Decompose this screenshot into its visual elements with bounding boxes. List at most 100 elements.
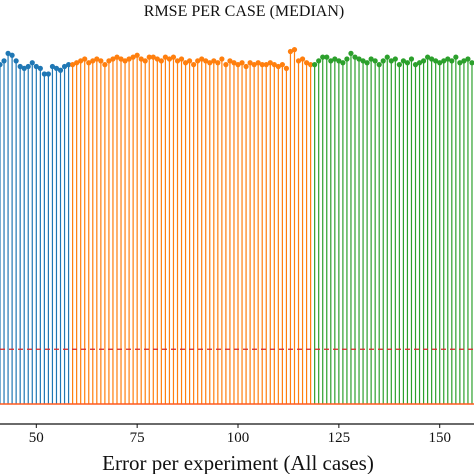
stem-marker: [348, 50, 354, 56]
stem-marker: [372, 58, 378, 64]
stem-marker: [94, 56, 100, 62]
stem-marker: [182, 60, 189, 66]
x-tick-label: 125: [328, 430, 351, 446]
stem-marker: [231, 60, 237, 66]
stem-marker: [457, 60, 463, 66]
stem-marker: [420, 58, 427, 64]
stem-marker: [356, 56, 362, 62]
stem-marker: [70, 62, 76, 68]
stem-marker: [158, 58, 164, 64]
stem-marker: [400, 58, 407, 64]
stem-marker: [223, 62, 229, 68]
stem-marker: [344, 56, 350, 62]
stem-marker: [340, 60, 346, 66]
stem-marker: [376, 62, 382, 68]
stem-marker: [396, 62, 402, 68]
stem-marker: [445, 56, 451, 62]
stem-marker: [110, 56, 116, 62]
stem-marker: [29, 60, 35, 66]
stem-marker: [360, 58, 366, 64]
stem-marker: [21, 65, 27, 71]
stem-marker: [199, 56, 205, 62]
stem-marker: [465, 56, 471, 62]
stem-marker: [352, 54, 358, 60]
stem-marker: [279, 62, 285, 68]
stem-marker: [170, 54, 177, 60]
stem-lines: [0, 49, 473, 404]
stem-marker: [90, 58, 96, 64]
stem-marker: [203, 58, 209, 64]
stem-marker: [82, 56, 88, 62]
stem-marker: [251, 62, 257, 68]
stem-marker: [74, 60, 80, 66]
stem-marker: [166, 56, 173, 62]
stem-marker: [388, 58, 394, 64]
stem-marker: [41, 71, 47, 77]
stem-marker: [49, 63, 56, 70]
stem-marker: [429, 56, 435, 62]
stem-marker: [142, 58, 148, 64]
x-tick-label: 50: [29, 430, 44, 446]
stem-marker: [219, 56, 225, 62]
stem-marker: [45, 71, 52, 77]
stem-marker: [275, 63, 281, 70]
stem-marker: [13, 58, 19, 64]
stem-marker: [239, 60, 245, 66]
stem-marker: [86, 60, 92, 66]
stem-marker: [17, 63, 23, 70]
stem-marker: [191, 62, 197, 68]
stem-marker: [65, 62, 72, 68]
stem-marker: [283, 65, 290, 71]
stem-marker: [255, 60, 261, 66]
stem-marker: [138, 56, 144, 62]
stem-marker: [134, 52, 140, 58]
stem-marker: [295, 58, 302, 64]
stem-marker: [259, 62, 265, 68]
stem-marker: [33, 63, 39, 70]
stem-marker: [437, 60, 443, 66]
stem-marker: [215, 60, 221, 66]
stem-marker: [118, 56, 124, 62]
stem-marker: [332, 56, 338, 62]
stem-marker: [98, 58, 104, 64]
stem-marker: [380, 58, 386, 64]
stem-marker: [102, 62, 108, 68]
x-tick-label: 150: [428, 430, 451, 446]
stem-markers: [0, 47, 474, 77]
stem-marker: [146, 54, 152, 60]
stem-marker: [162, 54, 168, 60]
stem-marker: [37, 65, 43, 71]
stem-marker: [308, 62, 314, 68]
stem-marker: [364, 60, 370, 66]
stem-marker: [130, 54, 136, 60]
stem-marker: [336, 58, 342, 64]
stem-marker: [247, 60, 253, 66]
stem-marker: [106, 58, 112, 64]
stem-marker: [299, 56, 306, 62]
stem-marker: [392, 56, 398, 62]
stem-marker: [263, 62, 269, 68]
stem-marker: [404, 60, 411, 66]
stem-marker: [267, 60, 273, 66]
x-axis-ticks: 50 75 100 125 150: [29, 424, 451, 446]
stem-marker: [178, 56, 185, 62]
stem-marker: [243, 63, 249, 70]
stem-marker: [441, 58, 447, 64]
stem-marker: [291, 47, 298, 53]
stem-marker: [469, 60, 474, 66]
stem-marker: [53, 65, 60, 71]
stem-marker: [57, 67, 64, 73]
stem-marker: [312, 62, 318, 68]
stem-marker: [211, 58, 217, 64]
x-axis-label: Error per experiment (All cases): [102, 451, 374, 474]
stem-marker: [425, 54, 431, 60]
stem-marker: [408, 56, 415, 62]
stem-marker: [227, 58, 233, 64]
chart-title: RMSE PER CASE (MEDIAN): [144, 3, 344, 20]
stem-marker: [114, 54, 120, 60]
stem-marker: [368, 56, 374, 62]
stem-marker: [412, 62, 419, 68]
stem-marker: [150, 54, 156, 60]
stem-marker: [303, 60, 310, 66]
